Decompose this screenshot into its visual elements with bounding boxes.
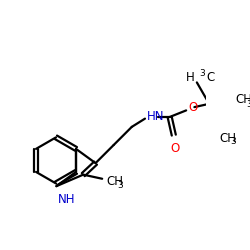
Text: HN: HN xyxy=(146,110,164,124)
Text: H: H xyxy=(186,71,194,84)
Text: CH: CH xyxy=(236,93,250,106)
Text: O: O xyxy=(171,142,180,155)
Text: C: C xyxy=(206,71,214,84)
Text: CH: CH xyxy=(106,175,123,188)
Text: CH: CH xyxy=(219,132,236,145)
Text: 3: 3 xyxy=(199,69,205,78)
Text: NH: NH xyxy=(58,193,76,206)
Text: 3: 3 xyxy=(117,181,123,190)
Text: 3: 3 xyxy=(246,100,250,109)
Text: 3: 3 xyxy=(230,137,235,146)
Text: O: O xyxy=(188,102,198,114)
